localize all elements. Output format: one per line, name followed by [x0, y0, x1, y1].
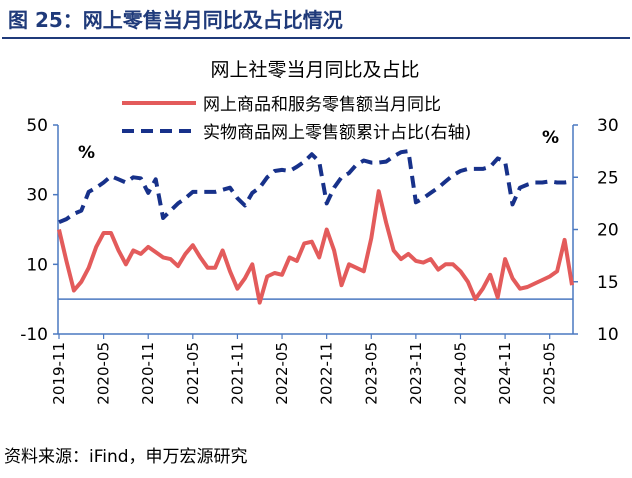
- left-tick-label: 50: [26, 116, 48, 136]
- legend-label-growth: 网上商品和服务零售额当月同比: [203, 95, 441, 115]
- left-tick-label: -10: [20, 325, 48, 345]
- x-tick-label: 2022-11: [318, 342, 336, 405]
- left-unit-label: %: [78, 143, 95, 163]
- series-layer: [57, 149, 574, 305]
- series-line-share: [58, 149, 573, 225]
- right-unit-label: %: [542, 128, 559, 148]
- left-tick-label: 10: [26, 255, 48, 275]
- legend-label-share: 实物商品网上零售额累计占比(右轴): [203, 123, 471, 143]
- axes: 50 30 10 -10 30 25 20 15 10 2019-11 2020-05 2020-11…: [20, 116, 618, 405]
- series-line-growth: [57, 189, 574, 305]
- chart-title: 网上社零当月同比及占比: [210, 59, 419, 81]
- right-tick-label: 10: [597, 325, 619, 345]
- source-note: 资料来源：iFind，申万宏源研究: [4, 447, 248, 467]
- x-tick-label: 2020-05: [95, 342, 113, 405]
- x-tick-label: 2025-05: [541, 342, 559, 405]
- x-tick-label: 2021-05: [184, 342, 202, 405]
- right-tick-label: 30: [597, 116, 619, 136]
- x-tick-label: 2023-11: [407, 342, 425, 405]
- right-tick-label: 15: [597, 273, 619, 293]
- legend: 网上商品和服务零售额当月同比 实物商品网上零售额累计占比(右轴): [122, 95, 471, 143]
- x-tick-label: 2022-05: [273, 342, 291, 405]
- x-tick-label: 2024-11: [496, 342, 514, 405]
- right-tick-label: 25: [597, 168, 619, 188]
- figure-heading: 图 25：网上零售当月同比及占比情况: [8, 8, 343, 32]
- x-tick-label: 2021-11: [228, 342, 246, 405]
- x-tick-label: 2024-05: [451, 342, 469, 405]
- right-tick-label: 20: [597, 221, 619, 241]
- x-tick-label: 2019-11: [50, 342, 68, 405]
- left-tick-label: 30: [26, 186, 48, 206]
- x-tick-label: 2023-05: [362, 342, 380, 405]
- x-tick-label: 2020-11: [139, 342, 157, 405]
